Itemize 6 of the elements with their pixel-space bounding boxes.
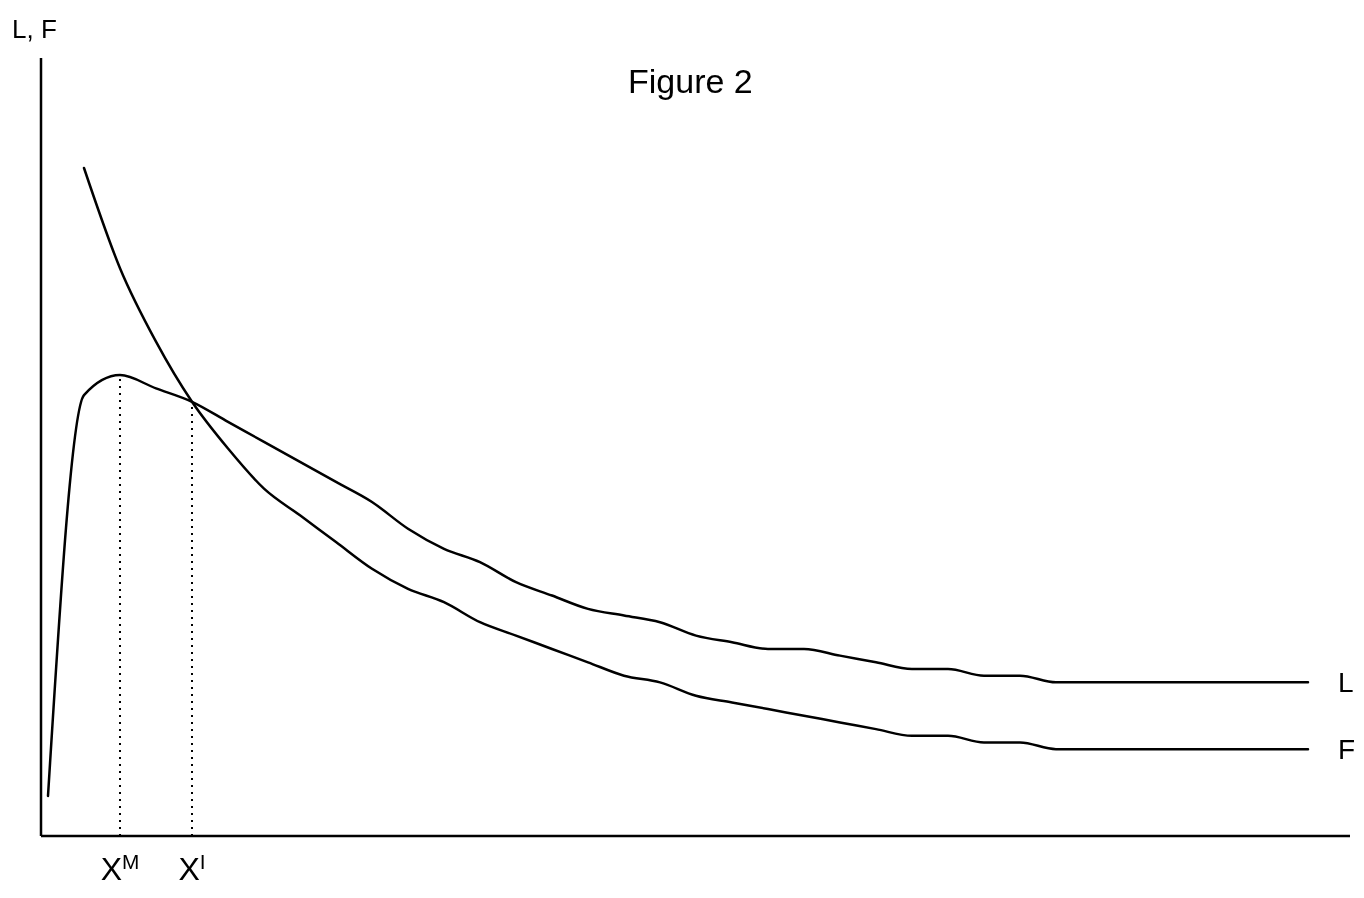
series-label: L bbox=[1338, 667, 1354, 699]
x-tick-label: X$^{M}$ bbox=[100, 849, 140, 887]
x-tick-label: X$^{I}$ bbox=[178, 849, 206, 887]
chart-title: Figure 2 bbox=[628, 62, 753, 100]
y-axis-title: L, F bbox=[12, 14, 57, 44]
series-label: F bbox=[1338, 734, 1356, 766]
